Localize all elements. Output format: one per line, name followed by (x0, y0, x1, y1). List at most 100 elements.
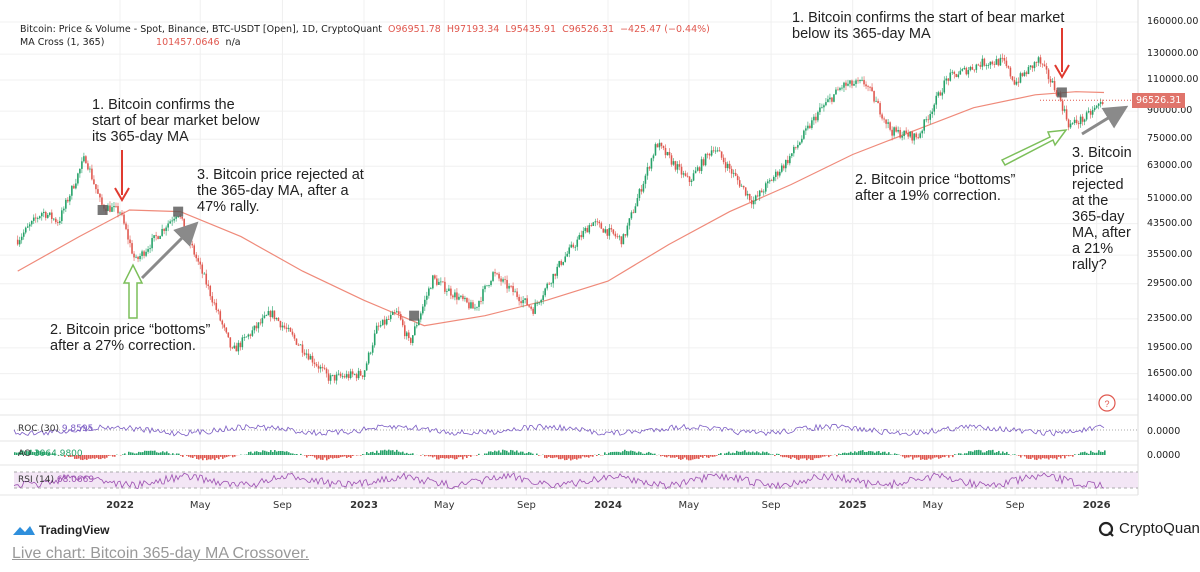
candle-body (323, 367, 326, 369)
annotation-right-3: 3. Bitcoin price rejected at the 365-day MA,… (1072, 145, 1132, 273)
candle-body (732, 172, 735, 174)
candle-body (692, 173, 695, 181)
ao-bar (948, 455, 950, 458)
candle-body (40, 213, 43, 217)
candle-body (277, 317, 280, 321)
ao-bar (1104, 450, 1106, 455)
candle-body (137, 256, 139, 260)
ao-bar (970, 451, 972, 455)
ao-bar (790, 455, 792, 459)
candle-body (1007, 66, 1010, 68)
ao-bar (432, 455, 434, 458)
ao-bar (188, 455, 190, 457)
ao-bar (928, 455, 930, 459)
candle-body (766, 181, 769, 184)
ao-bar (88, 455, 90, 459)
ao-bar (990, 450, 992, 455)
ao-bar (1082, 452, 1084, 455)
ao-bar (16, 452, 18, 455)
ao-bar (124, 453, 126, 455)
live-chart-link[interactable]: Live chart: Bitcoin 365-day MA Crossover… (12, 545, 310, 562)
candle-body (574, 246, 577, 248)
ao-bar (290, 453, 292, 455)
candle-body (730, 168, 733, 174)
ao-bar (470, 455, 472, 457)
candle-body (239, 342, 242, 348)
ao-bar (1042, 455, 1044, 459)
candle-body (604, 229, 607, 233)
ao-bar (1058, 455, 1060, 457)
candle-body (283, 325, 286, 328)
ao-bar (886, 453, 888, 455)
ma-legend: MA Cross (1, 365) 101457.0646 n/a (20, 37, 241, 48)
tradingview-logo[interactable]: TradingView (13, 523, 109, 537)
candle-body (580, 235, 583, 238)
ao-bar (756, 451, 758, 455)
candle-body (121, 212, 123, 215)
ao-bar (882, 451, 884, 455)
candle-body (207, 284, 210, 286)
ohlc-low: L95435.91 (505, 24, 557, 35)
candle-body (295, 338, 298, 345)
ao-bar (68, 455, 70, 458)
ao-bar (984, 452, 986, 455)
ao-bar (58, 455, 60, 456)
candle-body (496, 273, 498, 275)
candle-body (596, 221, 599, 223)
crossover-marker (1056, 87, 1067, 98)
candle-body (913, 133, 915, 141)
ao-bar (708, 455, 710, 458)
candle-body (710, 150, 713, 156)
ao-bar (1094, 452, 1096, 455)
candle-body (608, 228, 611, 236)
candle-body (568, 247, 571, 254)
candle-body (490, 280, 492, 286)
ao-bar (516, 450, 518, 455)
candle-body (606, 229, 609, 236)
ao-bar (1074, 454, 1076, 455)
candle-body (959, 70, 962, 75)
candle-body (349, 371, 352, 379)
candle-body (684, 173, 687, 176)
candle-body (997, 59, 1000, 66)
candle-body (113, 206, 115, 208)
ao-bar (764, 452, 766, 455)
candle-body (57, 222, 59, 223)
ao-bar (96, 455, 98, 458)
candle-body (1083, 119, 1086, 122)
ao-bar (624, 449, 626, 455)
candle-body (1099, 102, 1102, 104)
ao-bar (306, 455, 308, 458)
ao-bar (840, 454, 842, 455)
candle-body (556, 266, 558, 276)
ao-bar (1028, 455, 1030, 459)
help-icon[interactable]: ? (1098, 394, 1116, 412)
annotation-left-2: 2. Bitcoin price “bottoms” after a 27% co… (50, 322, 211, 354)
ao-bar (330, 455, 332, 458)
ao-bar (592, 455, 594, 457)
candle-body (159, 235, 161, 240)
candle-body (624, 234, 627, 236)
ao-bar (732, 452, 734, 455)
candle-body (1067, 119, 1070, 128)
ao-bar (158, 452, 160, 455)
ao-bar (974, 450, 976, 455)
candle-body (756, 195, 759, 197)
ao-bar (560, 455, 562, 460)
ao-bar (676, 455, 678, 458)
ao-bar (1008, 454, 1010, 455)
candle-body (115, 206, 117, 207)
candle-body (642, 183, 645, 192)
ao-bar (696, 455, 698, 459)
candle-body (590, 225, 593, 226)
candle-body (87, 163, 89, 170)
x-tick-label: 2026 (1082, 500, 1111, 511)
candle-body (247, 334, 250, 337)
candle-body (345, 374, 348, 378)
candle-body (578, 235, 581, 240)
candle-body (22, 232, 25, 237)
candle-body (341, 376, 344, 378)
cryptoquant-icon (1098, 521, 1114, 537)
ao-bar (976, 450, 978, 455)
